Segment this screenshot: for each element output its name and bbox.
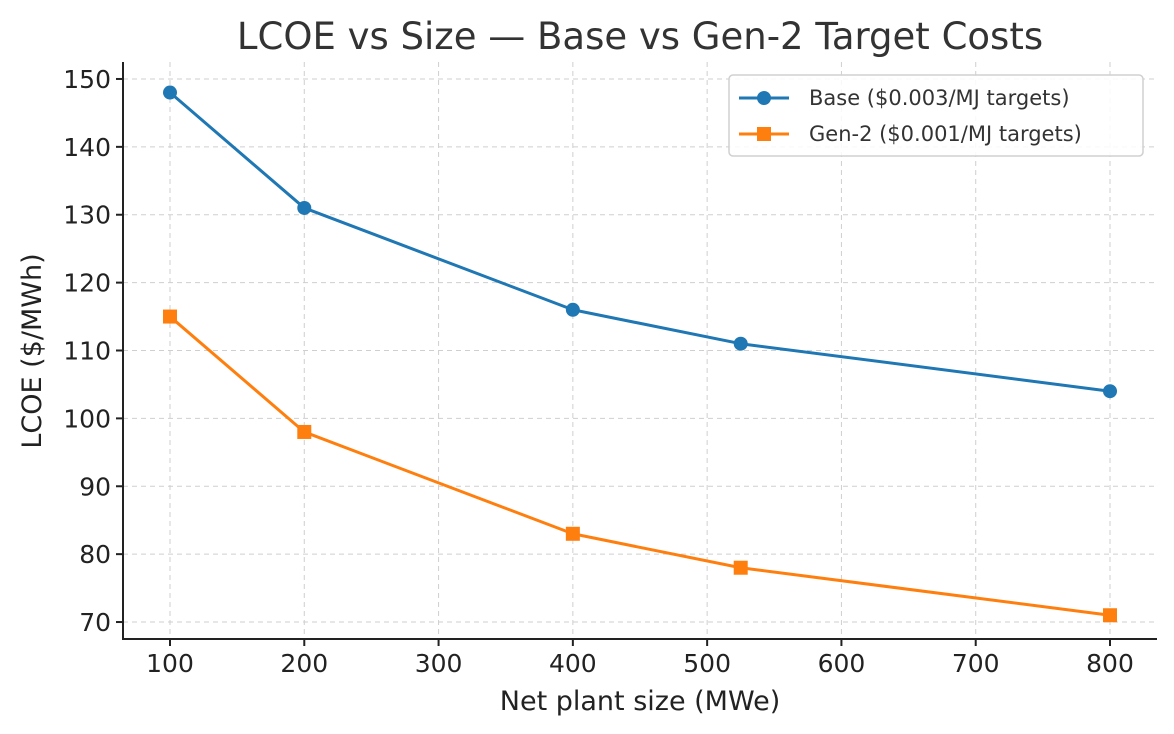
y-tick-label: 140 — [63, 133, 111, 162]
y-tick-label: 130 — [63, 201, 111, 230]
x-tick-label: 600 — [818, 649, 866, 678]
x-tick-label: 500 — [683, 649, 731, 678]
data-point-square — [297, 424, 312, 439]
x-tick-label: 300 — [415, 649, 463, 678]
x-tick-label: 400 — [549, 649, 597, 678]
series-gen-2 — [163, 309, 1117, 623]
axis-ticks: 100 200 300 400 500 600 700 800 70 80 90 100 110 120 1… — [63, 65, 1134, 678]
data-point-square — [1103, 608, 1117, 623]
x-tick-label: 800 — [1086, 649, 1134, 678]
y-tick-label: 110 — [63, 337, 111, 366]
data-point-circle — [733, 336, 748, 351]
y-tick-label: 150 — [63, 65, 111, 94]
legend-label: Base ($0.003/MJ targets) — [809, 86, 1070, 110]
legend-entry: Gen-2 ($0.001/MJ targets) — [739, 122, 1082, 146]
y-tick-label: 90 — [79, 472, 111, 501]
y-tick-label: 70 — [79, 608, 111, 637]
legend-box — [728, 74, 1144, 157]
grid-lines — [123, 62, 1157, 639]
data-point-circle — [297, 200, 312, 215]
legend-marker-square — [757, 127, 771, 141]
data-point-square — [733, 560, 748, 575]
data-point-square — [565, 526, 580, 541]
legend-marker-circle — [757, 91, 771, 105]
y-axis-label: LCOE ($/MWh) — [17, 253, 48, 448]
series-base — [163, 85, 1117, 399]
chart-title: LCOE vs Size — Base vs Gen-2 Target Cost… — [237, 15, 1043, 58]
data-point-circle — [1103, 384, 1117, 399]
data-series — [163, 85, 1117, 623]
x-tick-label: 200 — [280, 649, 328, 678]
x-tick-label: 700 — [952, 649, 1000, 678]
y-tick-label: 80 — [79, 540, 111, 569]
y-tick-label: 120 — [63, 269, 111, 298]
data-point-circle — [565, 302, 580, 317]
series-line — [169, 315, 1111, 617]
legend: Base ($0.003/MJ targets) Gen-2 ($0.001/MJ… — [728, 74, 1144, 157]
legend-entry: Base ($0.003/MJ targets) — [739, 86, 1070, 110]
data-point-circle — [163, 85, 177, 100]
legend-label: Gen-2 ($0.001/MJ targets) — [809, 122, 1082, 146]
x-axis-label: Net plant size (MWe) — [500, 686, 780, 717]
y-tick-label: 100 — [63, 404, 111, 433]
x-tick-label: 100 — [146, 649, 194, 678]
data-point-square — [163, 309, 177, 324]
